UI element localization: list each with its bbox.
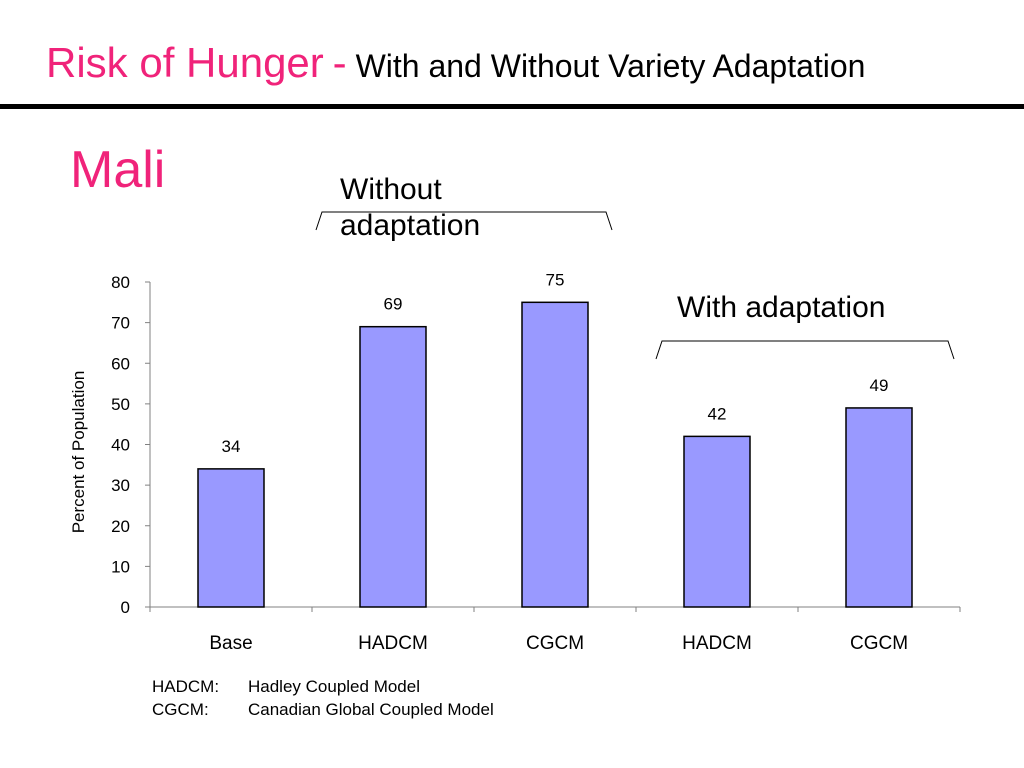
group-label-with-adaptation: With adaptation [677,291,886,324]
data-label-2: 69 [384,295,403,314]
x-tick-label-5: CGCM [850,633,908,654]
y-tick-label: 70 [111,314,130,333]
data-label-3: 75 [546,270,565,289]
y-tick-label: 0 [121,598,130,617]
y-tick-label: 40 [111,436,130,455]
legend-abbr-hadcm: HADCM: [152,677,220,696]
region-label: Mali [70,141,166,199]
y-tick-label: 10 [111,557,130,576]
bar-3 [521,301,589,608]
legend-text-cgcm: Canadian Global Coupled Model [248,699,494,719]
x-tick-label-3: CGCM [526,633,584,654]
y-tick-label: 60 [111,354,130,373]
group-label-without-adaptation: Without adaptation [340,173,481,242]
y-axis: 0 10 20 30 40 50 60 70 80 [111,273,151,617]
abbreviation-legend: HADCM: Hadley Coupled Model CGCM: Canadian… [152,676,494,722]
legend-row-hadcm: HADCM: Hadley Coupled Model [152,676,494,699]
y-tick-label: 80 [111,273,130,292]
bar-4 [683,435,751,608]
x-tick-label-1: Base [209,633,252,654]
data-labels: 34 69 75 42 49 [222,270,889,456]
bar-1 [197,468,265,608]
y-axis-label: Percent of Population [69,371,88,534]
data-label-4: 42 [708,404,727,423]
bar-5 [845,407,913,608]
y-tick-label: 30 [111,476,130,495]
y-tick-label: 50 [111,395,130,414]
x-tick-label-4: HADCM [682,633,752,654]
slide-title: Risk of Hunger - With and Without Variet… [46,42,865,84]
x-tick-label-2: HADCM [358,633,428,654]
bracket-without-adaptation [315,211,613,231]
legend-row-cgcm: CGCM: Canadian Global Coupled Model [152,699,494,722]
data-label-5: 49 [870,376,889,395]
legend-text-hadcm: Hadley Coupled Model [248,677,420,696]
title-subtitle: With and Without Variety Adaptation [355,48,866,84]
x-axis: Base HADCM CGCM HADCM CGCM [149,606,961,654]
bars [197,301,913,608]
group-brackets [315,211,955,360]
title-separator: - [332,39,347,86]
title-main: Risk of Hunger [46,39,324,86]
data-label-1: 34 [222,437,241,456]
bar-2 [359,325,427,608]
y-tick-label: 20 [111,517,130,536]
legend-abbr-cgcm: CGCM: [152,699,209,719]
title-rule [0,104,1024,109]
bracket-with-adaptation [655,340,955,360]
